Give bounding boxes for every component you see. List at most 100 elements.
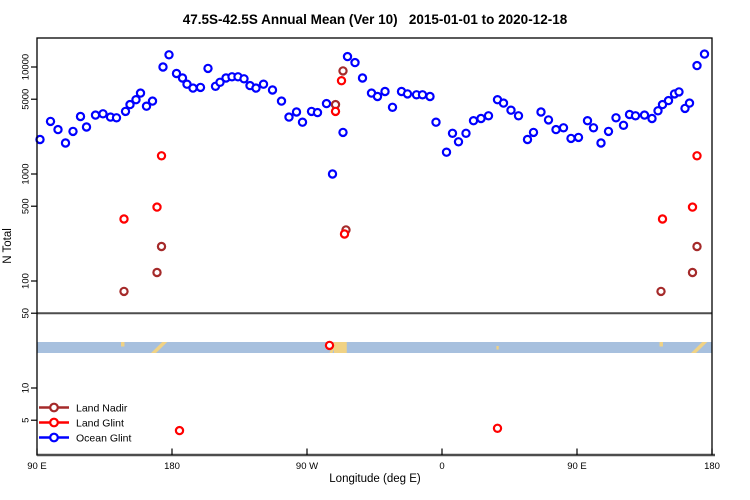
data-point — [603, 126, 614, 137]
data-point — [387, 102, 398, 113]
data-point — [513, 111, 524, 121]
legend-marker — [49, 417, 59, 428]
data-point — [647, 113, 657, 124]
legend-label: Land Nadir — [76, 402, 128, 414]
data-point — [339, 229, 350, 239]
data-point — [476, 113, 486, 124]
data-point — [357, 73, 368, 83]
data-point — [164, 50, 174, 60]
data-point — [53, 124, 63, 135]
data-point — [380, 86, 390, 97]
data-point — [543, 115, 554, 125]
data-point — [60, 138, 71, 148]
data-point — [258, 79, 269, 89]
data-point — [447, 128, 458, 138]
x-tick-label: 180 — [164, 461, 180, 472]
data-point — [81, 122, 92, 132]
data-point — [215, 77, 225, 88]
data-point — [684, 98, 695, 108]
data-point — [131, 94, 141, 105]
data-point — [158, 62, 168, 72]
data-point — [653, 106, 663, 116]
data-point — [195, 82, 206, 93]
land-patch — [151, 342, 168, 353]
data-point — [324, 340, 335, 351]
data-point — [582, 115, 593, 126]
data-point — [203, 63, 213, 74]
data-point — [338, 66, 348, 76]
data-point — [566, 133, 576, 144]
data-point — [291, 107, 302, 117]
y-tick-label: 5000 — [21, 89, 32, 110]
legend-label: Ocean Glint — [76, 432, 132, 444]
data-point — [267, 85, 278, 95]
data-point — [468, 115, 479, 126]
data-point — [342, 51, 353, 62]
y-tick-label: 100 — [21, 273, 32, 289]
land-patch — [496, 346, 499, 350]
data-point — [297, 117, 308, 127]
data-point — [453, 137, 464, 147]
data-point — [152, 202, 162, 212]
data-point — [506, 105, 516, 115]
data-point — [699, 49, 710, 59]
data-point — [441, 147, 452, 157]
data-point — [536, 107, 546, 117]
data-point — [135, 88, 146, 98]
data-point — [174, 425, 185, 436]
data-point — [588, 123, 599, 133]
x-tick-label: 180 — [704, 461, 720, 472]
data-point — [618, 120, 629, 131]
data-point — [188, 83, 198, 93]
x-tick-label: 0 — [439, 461, 444, 472]
legend-marker — [49, 402, 59, 413]
y-tick-label: 1000 — [21, 163, 32, 184]
data-point — [141, 101, 152, 111]
data-point — [276, 96, 287, 106]
legend-marker — [49, 432, 59, 443]
x-axis-label: Longitude (deg E) — [329, 473, 421, 485]
data-point — [312, 107, 323, 118]
data-point — [402, 89, 413, 99]
y-tick-label: 10000 — [21, 54, 32, 80]
data-point — [327, 169, 338, 179]
data-point — [68, 126, 78, 137]
data-point — [692, 241, 702, 252]
x-tick-label: 90 E — [567, 461, 587, 472]
x-tick-label: 90 E — [27, 461, 47, 472]
y-tick-label: 10 — [21, 383, 32, 394]
data-point — [483, 111, 494, 121]
data-point — [573, 132, 584, 143]
data-point — [656, 286, 666, 297]
data-point — [90, 110, 101, 120]
data-point — [171, 68, 182, 79]
data-point — [156, 151, 167, 161]
data-point — [125, 99, 135, 110]
data-point — [692, 60, 702, 71]
data-point — [657, 214, 668, 224]
data-point — [663, 95, 674, 106]
x-tick-label: 90 W — [296, 461, 318, 472]
data-point — [111, 113, 122, 123]
data-point — [674, 87, 684, 97]
data-point — [350, 57, 360, 68]
data-point — [596, 138, 606, 148]
data-point — [522, 134, 533, 145]
chart-title: 47.5S-42.5S Annual Mean (Ver 10) 2015-01… — [182, 12, 568, 27]
data-point — [147, 96, 158, 106]
data-point — [692, 151, 702, 161]
data-point — [284, 112, 294, 122]
data-point — [75, 111, 86, 122]
data-point — [45, 116, 56, 127]
data-point — [611, 113, 621, 123]
data-point — [551, 124, 561, 135]
data-point — [630, 111, 641, 121]
data-point — [372, 91, 383, 102]
land-patch — [334, 342, 347, 353]
legend-item: Ocean Glint — [39, 432, 132, 444]
data-point — [336, 75, 347, 86]
land-patch — [659, 342, 663, 347]
land-patch — [691, 342, 708, 353]
